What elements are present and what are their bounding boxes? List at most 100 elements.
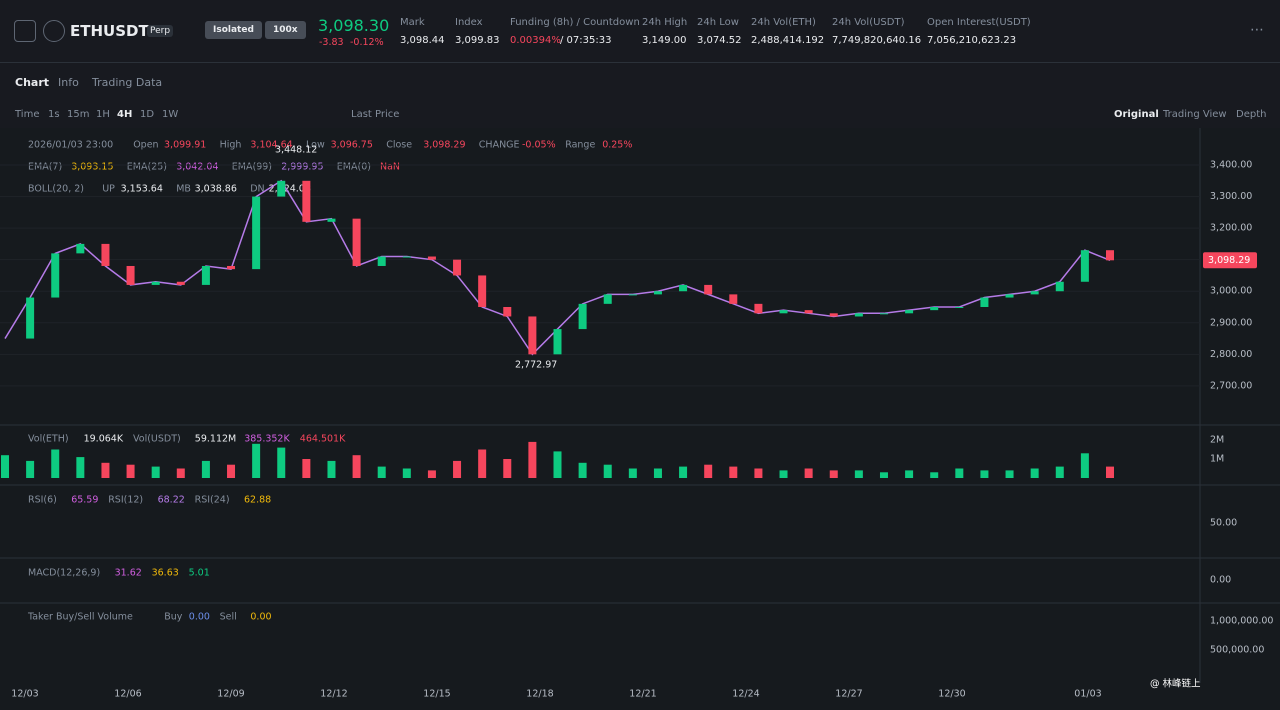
tab[interactable]: Chart (15, 76, 50, 89)
rsi-tick: 50.00 (1210, 518, 1237, 529)
x-tick-label: 12/06 (114, 689, 141, 700)
legend-text: Taker Buy/Sell Volume (27, 612, 133, 623)
volume-bar (528, 441, 537, 478)
leverage[interactable]: 100x (265, 21, 306, 39)
volume-bar (427, 470, 436, 478)
legend-text: 2,924.08 (269, 184, 311, 195)
legend-text: 0.00 (250, 612, 271, 623)
high-label: 3,448.12 (275, 145, 317, 156)
legend-text: 2,999.95 (281, 162, 323, 173)
volume-bar (101, 462, 110, 478)
change-pct: -0.12% (350, 37, 384, 48)
volume-bar (1080, 453, 1089, 478)
legend-text: 2026/01/03 23:00 (28, 140, 113, 151)
interval[interactable]: 1H (96, 109, 110, 120)
symbol[interactable]: ETHUSDT (70, 22, 149, 40)
candle (252, 196, 261, 270)
legend-text: 3,098.29 (423, 140, 465, 151)
x-tick-label: 12/27 (835, 689, 862, 700)
candle (302, 180, 311, 222)
candle (277, 180, 286, 197)
taker-tick: 1,000,000.00 (1210, 616, 1273, 627)
legend-text: Vol(USDT) (133, 434, 181, 445)
stat-label: Open Interest(USDT) (927, 17, 1031, 28)
volume-bar (1005, 470, 1014, 478)
legend-text: 464.501K (300, 434, 346, 445)
legend-text: EMA(99) (232, 162, 272, 173)
volume-bar (352, 455, 361, 478)
volume-bar (453, 460, 462, 478)
legend-text: 31.62 (115, 568, 142, 579)
legend-text: 62.88 (244, 495, 271, 506)
legend-text: Close (386, 140, 412, 151)
legend-text: CHANGE (479, 140, 520, 151)
change: -3.83 (319, 37, 344, 48)
more[interactable]: ⋯ (1250, 22, 1264, 38)
legend-text: 3,104.64 (250, 140, 292, 151)
candle (151, 281, 160, 285)
candle (905, 310, 914, 314)
stat-value: 3,099.83 (455, 35, 500, 46)
stat-label: 24h High (642, 17, 688, 28)
candle (26, 297, 35, 339)
candle (503, 307, 512, 317)
view[interactable]: Trading View (1163, 109, 1227, 120)
tab[interactable]: Info (58, 76, 79, 89)
interval[interactable]: 15m (67, 109, 90, 120)
interval[interactable]: Time (15, 109, 40, 120)
legend-text: EMA(7) (28, 162, 62, 173)
y-tick-label: 3,200.00 (1210, 223, 1252, 234)
volume-bar (729, 466, 738, 478)
candle (1055, 281, 1064, 292)
legend-text: NaN (380, 162, 400, 173)
volume-bar (679, 466, 688, 478)
legend-text: 59.112M (195, 434, 236, 445)
view[interactable]: Depth (1236, 109, 1267, 120)
stat-label: 24h Vol(ETH) (751, 17, 816, 28)
candle (553, 329, 562, 355)
candle (854, 313, 863, 317)
stat-value: 7,056,210,623.23 (927, 35, 1017, 46)
stat-label: Mark (400, 17, 425, 28)
x-tick-label: 12/03 (11, 689, 38, 700)
view[interactable]: Original (1114, 109, 1159, 120)
legend-text: Low (306, 140, 325, 151)
volume-bar (277, 447, 286, 478)
interval[interactable]: 1D (140, 109, 155, 120)
candle (754, 303, 763, 314)
divider (0, 62, 1280, 63)
legend-text: 0.00 (189, 612, 210, 623)
volume-bar (1, 455, 9, 478)
legend-text: 3,038.86 (195, 184, 237, 195)
interval[interactable]: 4H (117, 109, 133, 120)
candle (653, 291, 662, 295)
tab[interactable]: Trading Data (92, 76, 163, 89)
favorite[interactable] (14, 20, 36, 42)
volume-bar (553, 451, 562, 478)
volume-bar (503, 459, 512, 478)
legend-text: 36.63 (152, 568, 179, 579)
y-tick-label: 3,000.00 (1210, 286, 1252, 297)
legend-text: 3,153.64 (121, 184, 163, 195)
candle (478, 275, 487, 307)
price-type[interactable]: Last Price (351, 109, 400, 120)
candle (101, 243, 110, 266)
price-tag (1203, 252, 1257, 269)
volume-bar (26, 460, 35, 478)
v-tick-label: 1M (1210, 454, 1224, 465)
margin-mode[interactable]: Isolated (205, 21, 262, 39)
candle (402, 256, 411, 258)
candle (227, 265, 236, 270)
legend-text: RSI(24) (195, 495, 230, 506)
legend-text: DN (250, 184, 264, 195)
watermark: @ 林峰链上 (1150, 678, 1201, 690)
interval[interactable]: 1s (48, 109, 60, 120)
interval[interactable]: 1W (162, 109, 179, 120)
candle (603, 294, 612, 304)
volume-bar (653, 468, 662, 478)
volume-bar (829, 470, 838, 478)
volume-bar (1030, 468, 1039, 478)
x-tick-label: 12/18 (526, 689, 553, 700)
volume-bar (227, 464, 236, 478)
volume-bar (151, 466, 160, 478)
